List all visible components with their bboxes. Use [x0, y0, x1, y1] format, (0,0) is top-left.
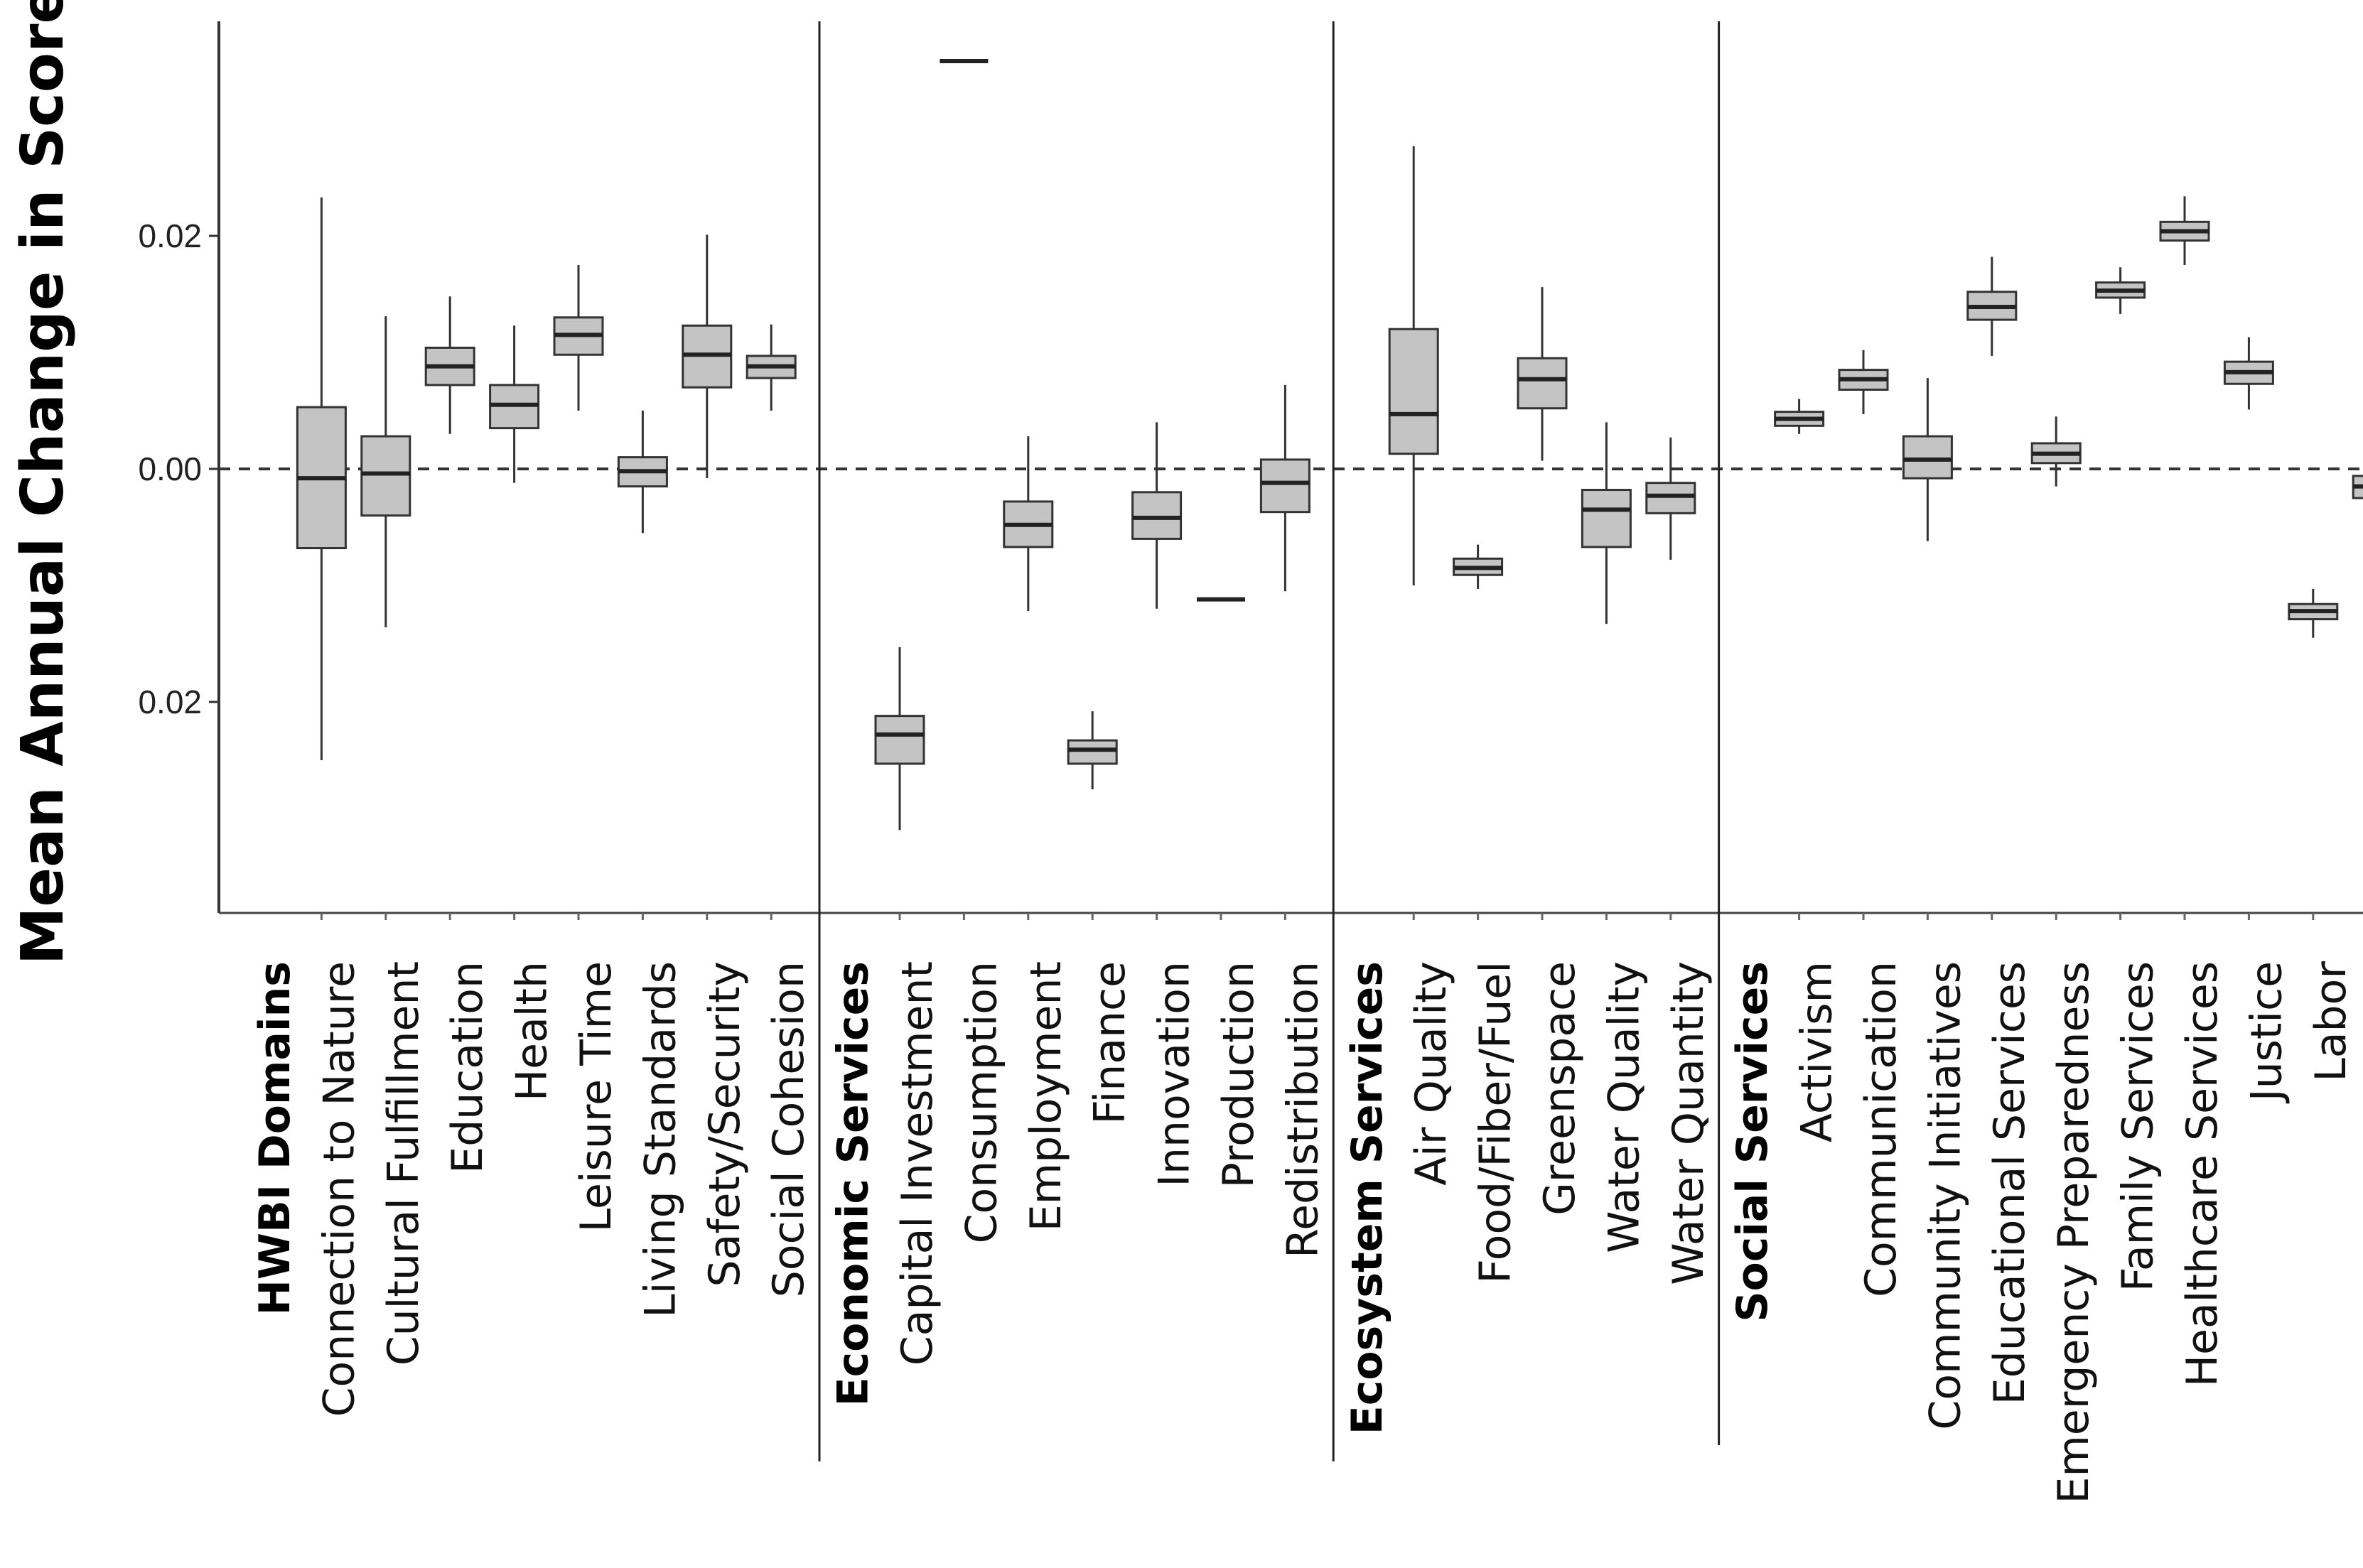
y-tick-label: 0.02	[138, 217, 202, 254]
category-label: Labor	[2306, 961, 2356, 1082]
box	[1259, 458, 1310, 514]
category-label: Justice	[2241, 961, 2291, 1104]
y-tick-label: 0.00	[138, 450, 202, 487]
box	[874, 715, 925, 765]
category-label: Finance	[1085, 961, 1135, 1125]
category-label: Innovation	[1150, 961, 1200, 1187]
box	[1131, 491, 1183, 540]
category-label: Community Initiatives	[1920, 961, 1970, 1430]
box	[1517, 357, 1568, 410]
group-label: HWBI Domains	[250, 961, 300, 1315]
box	[1388, 328, 1439, 455]
category-label: Leisure Time	[571, 961, 621, 1232]
box-series	[296, 59, 2363, 831]
category-label: Communication	[1856, 961, 1906, 1297]
category-label: Healthcare Services	[2178, 961, 2227, 1387]
category-label: Education	[443, 961, 492, 1174]
category-label: Redistribution	[1278, 961, 1328, 1258]
category-label: Greenspace	[1535, 961, 1585, 1216]
category-label: Cultural Fulfillment	[379, 961, 429, 1366]
category-label: Social Cohesion	[764, 961, 814, 1297]
category-label: Air Quality	[1406, 961, 1456, 1186]
box	[1581, 489, 1632, 548]
box	[1067, 739, 1118, 765]
box	[1645, 482, 1696, 514]
x-axis-labels: HWBI Domains Connection to Nature Cultural…	[250, 961, 2356, 1504]
category-label: Activism	[1792, 961, 1842, 1142]
y-axis-label: Mean Annual Change in Score	[9, 0, 77, 965]
category-label: Employment	[1021, 961, 1071, 1231]
category-label: Educational Services	[1985, 961, 2035, 1405]
category-label: Safety/Security	[700, 961, 750, 1287]
box	[1902, 435, 1953, 480]
group-label: Economic Services	[829, 961, 878, 1406]
group-label: Ecosystem Services	[1342, 961, 1392, 1434]
plot-axes: 0.02 0.00 0.02	[138, 21, 2363, 920]
category-label: Capital Investment	[893, 961, 942, 1366]
group-label: Social Services	[1728, 961, 1777, 1322]
category-label: Production	[1214, 961, 1264, 1188]
category-label: Family Services	[2114, 961, 2163, 1292]
category-label: Living Standards	[635, 961, 685, 1318]
y-tick-label: 0.02	[138, 683, 202, 720]
group-dividers	[818, 21, 1721, 1461]
category-label: Connection to Nature	[314, 961, 364, 1417]
box	[360, 435, 411, 517]
category-label: Consumption	[957, 961, 1006, 1243]
category-label: Food/Fiber/Fuel	[1471, 961, 1521, 1284]
category-label: Water Quantity	[1664, 961, 1713, 1285]
category-label: Water Quality	[1599, 961, 1649, 1253]
category-label: Emergency Preparedness	[2049, 961, 2099, 1504]
category-label: Health	[507, 961, 557, 1101]
